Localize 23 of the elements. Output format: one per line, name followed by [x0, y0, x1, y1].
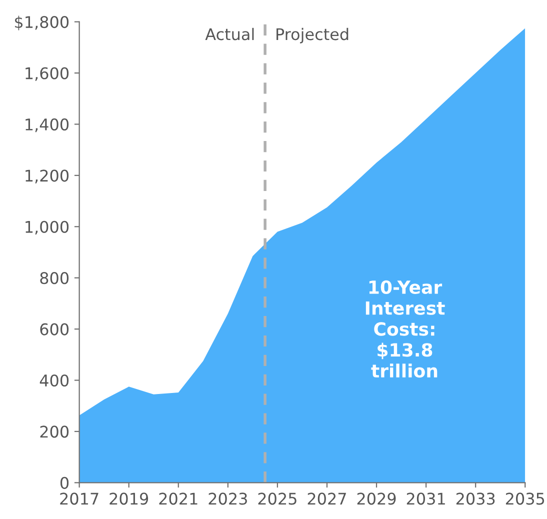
x-tick-label: 2023 [208, 492, 247, 505]
y-tick-label: $1,800 [15, 16, 69, 30]
y-tick-label: 1,600 [26, 67, 69, 81]
annotation: Projected [276, 28, 348, 44]
x-tick-label: 2021 [159, 492, 198, 505]
annotation: 10-Year Interest Costs: $13.8 trillion [366, 280, 445, 378]
y-tick-label: 1,200 [26, 170, 69, 184]
y-tick-label: 400 [40, 374, 69, 387]
y-tick-label: 600 [40, 323, 69, 336]
y-tick-label: 800 [40, 272, 69, 284]
x-tick-label: 2033 [456, 492, 495, 505]
x-tick-label: 2025 [258, 492, 296, 505]
x-tick-label: 2027 [308, 492, 346, 505]
x-tick-label: 2031 [406, 492, 445, 505]
y-tick-label: 0 [60, 476, 69, 489]
y-tick-label: 1,400 [26, 118, 69, 132]
x-tick-label: 2017 [60, 492, 98, 505]
y-tick-label: 1,000 [26, 220, 69, 235]
annotation: Actual [205, 28, 254, 40]
x-tick-label: 2019 [110, 492, 148, 505]
x-tick-label: 2029 [357, 492, 396, 505]
x-tick-label: 2035 [506, 492, 544, 505]
y-tick-label: 200 [40, 426, 69, 438]
